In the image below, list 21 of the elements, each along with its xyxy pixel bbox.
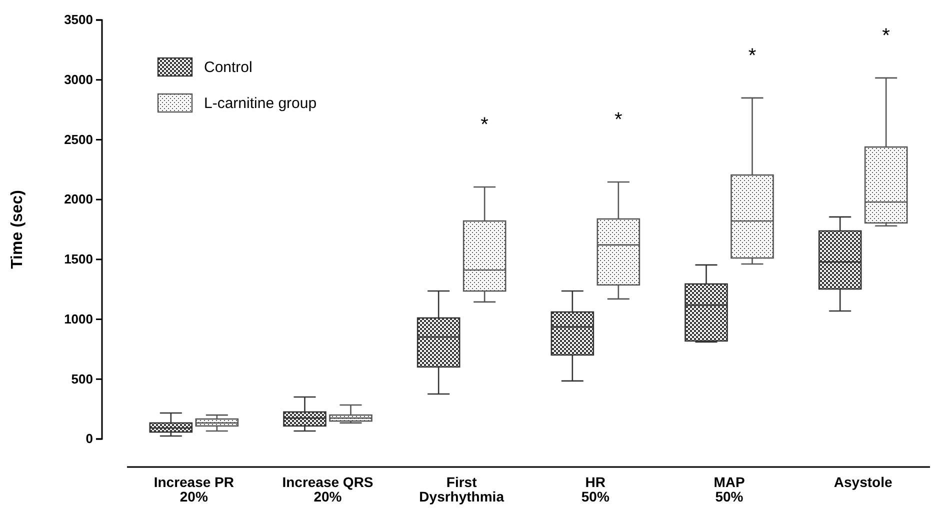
x-tick-label: Increase PR 20% [154,474,234,505]
y-tick-label: 1000 [64,311,93,326]
annotation: * [480,114,489,136]
legend-label: Control [204,59,252,76]
x-tick-label: Asystole [834,474,892,490]
y-tick-label: 2500 [64,132,93,147]
y-tick-label: 3000 [64,72,93,88]
y-tick-label: 0 [86,431,93,446]
annotation: * [748,44,756,67]
x-tick-label: MAP 50% [714,474,745,505]
x-tick-label: Increase QRS 20% [282,474,374,505]
y-tick-label: 2000 [64,192,93,207]
legend-label: L-carnitine group [204,95,317,112]
y-tick-label: 3500 [64,12,93,28]
x-tick-label: First Dysrhythmia [419,474,504,505]
x-tick-label: HR 50% [581,474,610,505]
y-tick-label: 500 [71,371,93,386]
annotation: * [882,24,890,47]
y-tick-label: 1500 [64,252,93,267]
y-axis-title: Time (sec) [9,190,26,269]
annotation: * [614,108,623,131]
